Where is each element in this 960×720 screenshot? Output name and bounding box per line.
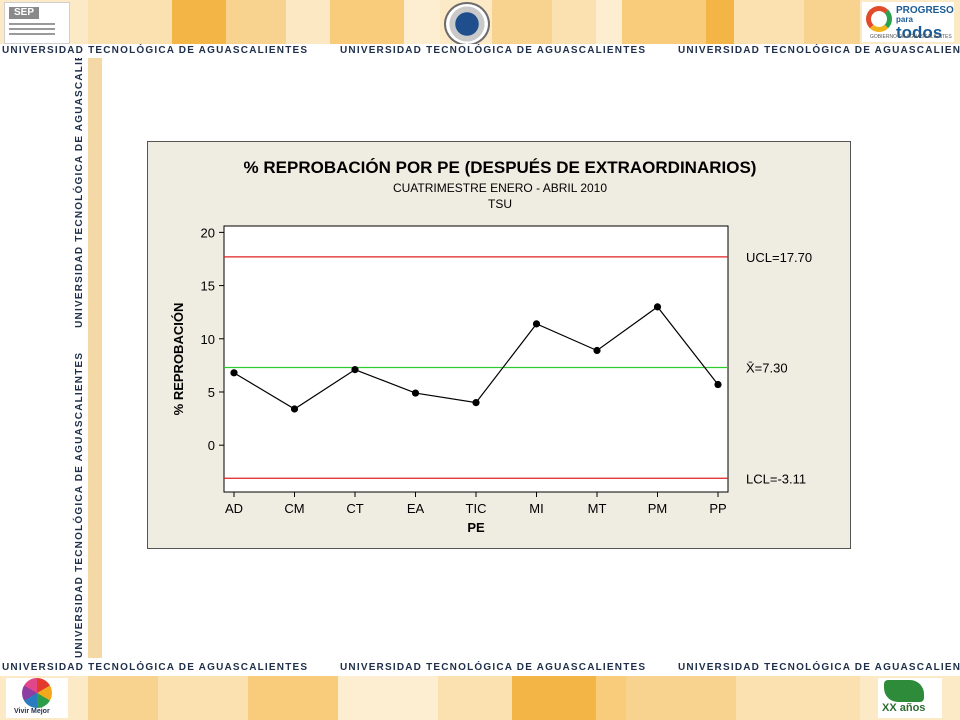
university-seal-icon [444,2,490,46]
data-point [351,366,359,374]
reference-line-label: UCL=17.70 [746,250,812,265]
x-tick-label: AD [225,501,243,516]
progreso-line2: para [896,15,913,24]
banner-tile [286,0,330,44]
y-tick-label: 20 [201,225,215,240]
progreso-line1: PROGRESO [896,5,954,16]
university-label: UNIVERSIDAD TECNOLÓGICA DE AGUASCALIENTE… [678,662,960,673]
university-label: UNIVERSIDAD TECNOLÓGICA DE AGUASCALIENTE… [2,662,309,673]
banner-tile [626,676,736,720]
x-tick-label: TIC [466,501,487,516]
banner-tile [404,0,440,44]
banner-tile [158,676,248,720]
banner-tile [512,676,596,720]
ut-anniversary-label: XX años [882,702,926,714]
ut-logo-icon [884,680,924,702]
progreso-line3: todos [896,23,943,42]
sep-logo: SEP [4,2,70,44]
data-point [290,405,299,413]
reference-line-label: LCL=-3.11 [746,471,806,486]
vivir-mejor-flower-icon [22,678,52,708]
banner-tile [622,0,706,44]
sep-logo-lines [9,23,55,38]
progreso-text: PROGRESO para todos [896,5,954,42]
plot-area [223,225,729,493]
x-tick-label: MI [529,501,543,516]
university-label: UNIVERSIDAD TECNOLÓGICA DE AGUASCALIENTE… [340,662,647,673]
x-tick-label: CT [346,501,363,516]
chart-title: % REPROBACIÓN POR PE (DESPUÉS DE EXTRAOR… [243,158,757,177]
university-label: UNIVERSIDAD TECNOLÓGICA DE AGUASCALIENTE… [678,45,960,56]
banner-tile [248,676,338,720]
data-point [593,346,601,355]
university-side-text: UNIVERSIDAD TECNOLÓGICA DE AGUASCALIENTE… [72,58,88,658]
banner-tile [552,0,596,44]
university-label: UNIVERSIDAD TECNOLÓGICA DE AGUASCALIENTE… [74,58,85,328]
university-label: UNIVERSIDAD TECNOLÓGICA DE AGUASCALIENTE… [340,45,647,56]
bottom-banner [0,676,960,720]
vivir-mejor-label: Vivir Mejor [14,708,50,715]
y-tick-label: 10 [201,332,215,347]
banner-tile [88,0,172,44]
y-tick-label: 5 [208,385,215,400]
banner-tile [330,0,404,44]
banner-tile [596,0,622,44]
data-point [714,380,722,389]
banner-tile [438,676,512,720]
banner-tile [172,0,226,44]
banner-tile [596,676,626,720]
data-point [411,389,420,397]
university-side-band: UNIVERSIDAD TECNOLÓGICA DE AGUASCALIENTE… [72,58,88,658]
y-tick-label: 0 [208,438,215,453]
banner-tile [804,0,860,44]
control-chart: 0 5 10 15 20 AD CM CT EA TIC MI MT PM PP PE % REPROBACI… [171,225,812,535]
progreso-para-todos-logo: PROGRESO para todos GOBIERNO DE AGUASCAL… [862,2,954,42]
x-tick-label: EA [407,501,425,516]
data-point [653,303,662,311]
y-tick-label: 15 [201,279,215,294]
sep-logo-text: SEP [9,7,39,19]
x-tick-label: MT [588,501,607,516]
university-strip-bottom: UNIVERSIDAD TECNOLÓGICA DE AGUASCALIENTE… [0,661,960,675]
progreso-circle-icon [866,6,892,32]
university-label: UNIVERSIDAD TECNOLÓGICA DE AGUASCALIENTE… [2,45,309,56]
banner-tile [706,0,734,44]
side-decorative-rule [88,58,102,658]
x-tick-label: PP [709,501,726,516]
data-point [532,320,541,328]
data-point [472,399,480,407]
x-axis-label: PE [467,520,485,535]
banner-tile [88,676,158,720]
university-label: UNIVERSIDAD TECNOLÓGICA DE AGUASCALIENTE… [74,351,85,658]
banner-tile [736,676,860,720]
banner-tile [226,0,286,44]
y-axis-label: % REPROBACIÓN [171,303,186,416]
x-tick-label: CM [284,501,304,516]
vivir-mejor-logo: Vivir Mejor [6,678,68,718]
data-point [230,369,238,377]
chart-panel: % REPROBACIÓN POR PE (DESPUÉS DE EXTRAOR… [147,141,851,549]
progreso-subtitle: GOBIERNO DE AGUASCALIENTES [870,34,952,40]
ut-anniversary-logo: XX años [878,678,942,718]
banner-tile [492,0,552,44]
banner-tile [338,676,438,720]
x-tick-label: PM [648,501,668,516]
reference-line-label: X̄=7.30 [746,361,788,376]
banner-tile [734,0,804,44]
top-banner: SEP PROGRESO para todos GOBIERNO DE AGUA… [0,0,960,46]
chart-subtitle: CUATRIMESTRE ENERO - ABRIL 2010 [392,181,608,195]
chart-subtitle-2: TSU [488,197,512,211]
university-strip-top: UNIVERSIDAD TECNOLÓGICA DE AGUASCALIENTE… [0,44,960,58]
